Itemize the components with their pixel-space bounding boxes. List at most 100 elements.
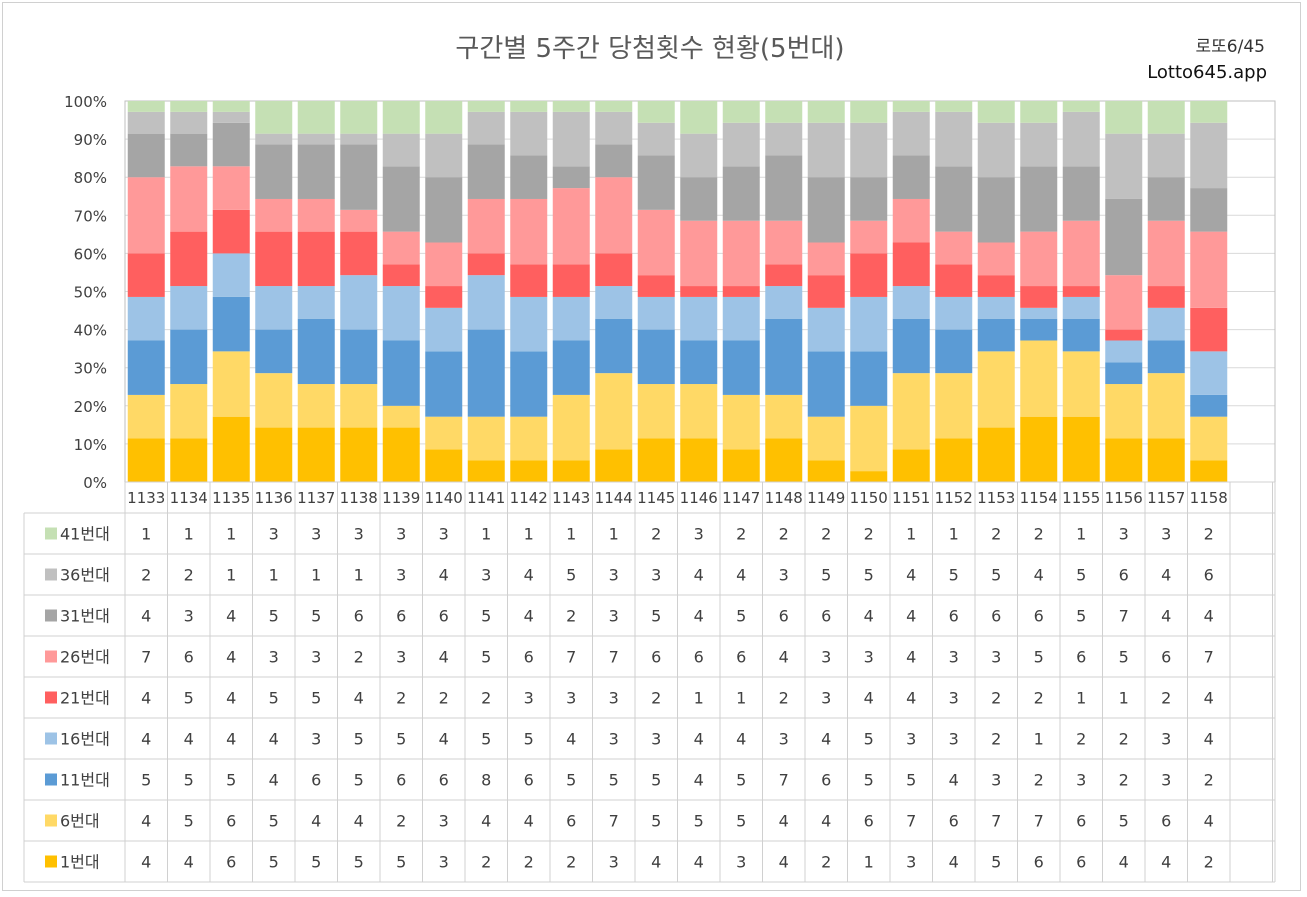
bar-segment [977,296,1015,319]
table-cell-value: 5 [354,730,364,749]
table-cell-value: 3 [736,853,746,872]
table-cell-value: 5 [1034,648,1044,667]
table-cell-value: 5 [184,689,194,708]
bar-segment [892,242,930,287]
bar-segment [722,286,760,297]
bar-segment [850,253,888,297]
category-label: 1148 [765,489,803,507]
table-cell-value: 2 [481,853,491,872]
legend-swatch [45,609,57,622]
table-cell-value: 6 [864,812,874,831]
bar-segment [722,449,760,482]
table-cell-value: 4 [481,812,491,831]
bar-segment [1062,286,1100,297]
table-cell-value: 4 [821,812,831,831]
table-cell-value: 5 [269,853,279,872]
bar-segment [935,296,973,330]
bar-segment [935,438,973,482]
category-label: 1142 [510,489,548,507]
table-cell-value: 1 [736,689,746,708]
bar-segment [340,101,378,134]
table-cell-value: 6 [439,771,449,790]
table-cell-value: 1 [481,525,491,544]
category-label: 1143 [552,489,590,507]
table-cell-value: 5 [311,689,321,708]
bar-segment [212,253,250,297]
table-cell-value: 3 [906,730,916,749]
category-label: 1150 [850,489,888,507]
bar-segment [765,286,803,319]
table-cell-value: 1 [524,525,534,544]
table-cell-value: 2 [184,566,194,585]
table-cell-value: 6 [1034,853,1044,872]
bar-segment [297,286,335,319]
table-cell-value: 4 [949,853,959,872]
bar-segment [892,286,930,319]
table-cell-value: 4 [694,730,704,749]
table-cell-value: 6 [524,648,534,667]
table-cell-value: 5 [1076,566,1086,585]
table-cell-value: 3 [396,525,406,544]
table-cell-value: 2 [396,689,406,708]
table-cell-value: 3 [311,648,321,667]
bar-segment [212,122,250,167]
bar-segment [170,111,208,134]
bar-segment [297,144,335,199]
legend-swatch [45,855,57,868]
table-cell-value: 3 [864,648,874,667]
legend-label: 6번대 [60,812,100,831]
bar-segment [765,438,803,482]
table-cell-value: 4 [779,853,789,872]
table-cell-value: 3 [609,730,619,749]
category-label: 1135 [212,489,250,507]
table-cell-value: 4 [354,812,364,831]
table-cell-value: 1 [694,689,704,708]
table-cell-value: 5 [311,607,321,626]
bar-segment [892,449,930,482]
bar-segment [1190,460,1228,482]
table-cell-value: 2 [1204,853,1214,872]
bar-segment [807,122,845,178]
table-cell-value: 3 [991,648,1001,667]
table-cell-value: 3 [439,812,449,831]
bar-segment [1190,122,1228,189]
table-cell-value: 6 [184,648,194,667]
table-cell-value: 7 [609,812,619,831]
table-cell-value: 6 [779,607,789,626]
bar-segment [127,296,165,341]
table-cell-value: 2 [481,689,491,708]
table-cell-value: 5 [991,853,1001,872]
chart-title: 구간별 5주간 당첨횟수 현황(5번대) [455,34,845,64]
table-cell-value: 5 [651,812,661,831]
table-cell-value: 5 [949,566,959,585]
table-cell-value: 4 [141,853,151,872]
table-cell-value: 2 [864,525,874,544]
table-cell-value: 3 [311,730,321,749]
bar-segment [1062,416,1100,482]
table-cell-value: 2 [651,689,661,708]
bar-segment [722,101,760,123]
bar-segment [1062,220,1100,287]
table-cell-value: 6 [651,648,661,667]
bar-segment [467,275,505,330]
legend-label: 26번대 [60,648,110,667]
brand-site: Lotto645.app [1147,62,1267,83]
bar-segment [1190,188,1228,232]
bar-segment [425,133,463,178]
table-cell-value: 5 [524,730,534,749]
table-cell-value: 2 [1076,730,1086,749]
bar-segment [382,133,420,167]
bar-segment [722,394,760,450]
bar-segment [595,177,633,254]
bar-segment [297,318,335,385]
table-cell-value: 2 [1119,730,1129,749]
table-cell-value: 6 [736,648,746,667]
table-cell-value: 2 [821,525,831,544]
bar-segment [510,111,548,156]
bar-segment [595,318,633,374]
bar-segment [212,416,250,482]
table-cell-value: 4 [141,607,151,626]
table-cell-value: 3 [1161,730,1171,749]
legend-swatch [45,732,57,745]
